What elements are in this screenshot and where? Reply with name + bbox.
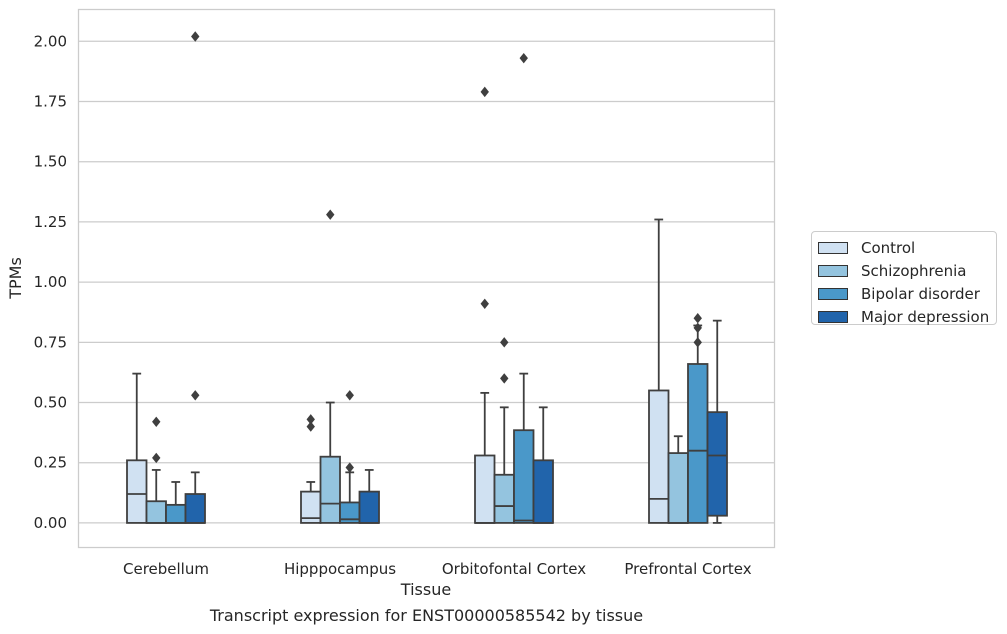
box-body <box>165 503 187 524</box>
box-body <box>474 454 496 524</box>
box-2-2 <box>513 52 535 524</box>
box-body <box>358 490 380 524</box>
legend-label: Schizophrenia <box>861 261 967 280</box>
outlier-point <box>693 337 702 348</box>
box-body <box>513 429 535 524</box>
x-tick-label: Cerebellum <box>123 560 209 578</box>
plot-area-frame <box>77 8 776 549</box>
box-0-0 <box>126 372 148 524</box>
outlier-point <box>693 322 702 334</box>
x-tick-label: Prefrontal Cortex <box>624 560 751 578</box>
outlier-point <box>500 337 509 348</box>
y-tick-label: 0.50 <box>34 394 67 412</box>
legend-swatch <box>818 310 848 323</box>
outlier-point <box>345 462 354 473</box>
box-body <box>184 493 206 524</box>
box-1-3 <box>358 469 380 524</box>
y-tick-labels: 0.00 0.25 0.50 0.75 1.00 1.25 1.50 1.75 2.00 <box>34 32 67 532</box>
outlier-point <box>152 452 161 464</box>
box-3-1 <box>667 435 689 524</box>
legend-swatch <box>818 264 848 277</box>
box-body <box>687 363 709 524</box>
legend-item: Major depression <box>818 305 990 328</box>
box-1-0 <box>300 414 322 524</box>
box-0-2 <box>165 481 187 524</box>
y-axis-label: TPMs <box>6 257 25 300</box>
box-body <box>126 459 148 524</box>
box-body <box>532 459 554 524</box>
outlier-point <box>345 390 354 401</box>
legend: Control Schizophrenia Bipolar disorder Majo… <box>811 231 997 328</box>
x-axis-label: Tissue <box>400 580 451 599</box>
outlier-point <box>326 209 335 220</box>
box-1-2 <box>339 390 361 524</box>
box-2-1 <box>493 337 515 524</box>
outlier-point <box>693 313 702 324</box>
y-tick-label: 1.25 <box>34 213 67 231</box>
legend-swatch <box>818 287 848 300</box>
outlier-point <box>480 86 489 98</box>
y-tick-label: 1.50 <box>34 153 67 171</box>
y-tick-label: 2.00 <box>34 32 67 50</box>
box-body <box>667 452 689 524</box>
y-tick-label: 1.75 <box>34 93 67 111</box>
grid-lines <box>79 40 775 524</box>
x-tick-label: Hipppocampus <box>284 560 396 578</box>
box-3-3 <box>706 319 728 524</box>
legend-label: Control <box>861 238 916 257</box>
box-plot-marks <box>126 31 728 524</box>
x-tick-label: Orbitofontal Cortex <box>442 560 586 578</box>
y-tick-label: 1.00 <box>34 273 67 291</box>
box-body <box>319 455 341 524</box>
box-3-2 <box>687 313 709 524</box>
outlier-point <box>306 421 315 432</box>
box-3-0 <box>648 218 670 524</box>
outlier-point <box>306 414 315 425</box>
outlier-point <box>191 31 200 42</box>
box-2-0 <box>474 86 496 524</box>
legend-item: Schizophrenia <box>818 259 990 282</box>
y-tick-label: 0.75 <box>34 333 67 351</box>
chart-caption: Transcript expression for ENST0000058554… <box>209 606 644 625</box>
legend-item: Control <box>818 236 990 259</box>
legend-swatch <box>818 241 848 254</box>
box-body <box>648 389 670 524</box>
outlier-point <box>500 373 509 384</box>
outlier-point <box>152 416 161 427</box>
y-tick-label: 0.25 <box>34 454 67 472</box>
box-0-3 <box>184 31 206 524</box>
legend-label: Bipolar disorder <box>861 284 980 303</box>
outlier-point <box>191 390 200 401</box>
outlier-point <box>519 52 528 64</box>
box-0-1 <box>145 416 167 524</box>
legend-label: Major depression <box>861 307 990 326</box>
y-tick-label: 0.00 <box>34 514 67 532</box>
box-body <box>706 411 728 517</box>
legend-item: Bipolar disorder <box>818 282 990 305</box>
outlier-point <box>480 298 489 309</box>
box-1-1 <box>319 209 341 524</box>
x-tick-labels: Cerebellum Hipppocampus Orbitofontal Corte… <box>123 560 752 578</box>
box-body <box>145 500 167 524</box>
box-2-3 <box>532 406 554 524</box>
box-body <box>493 473 515 524</box>
